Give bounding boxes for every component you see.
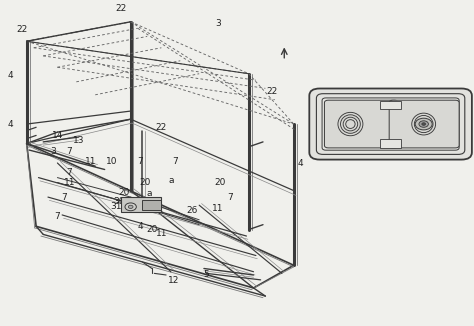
Text: 20: 20 [118,188,129,197]
Circle shape [419,121,428,127]
FancyBboxPatch shape [322,98,459,150]
Text: 4: 4 [7,120,13,128]
Bar [380,140,401,148]
Text: 11: 11 [212,204,224,213]
Text: 30: 30 [113,198,125,206]
Text: 22: 22 [16,25,27,35]
Text: 10: 10 [106,157,118,166]
Text: 30: 30 [409,94,420,103]
Text: 20: 20 [215,178,226,187]
Text: 4: 4 [7,71,13,80]
FancyBboxPatch shape [324,100,398,148]
Text: 11: 11 [85,157,96,166]
Text: 26: 26 [186,206,198,215]
Text: a: a [147,189,152,198]
Bar [143,200,161,210]
Text: 11: 11 [155,229,167,238]
Text: 13: 13 [73,136,84,145]
Text: 22: 22 [156,123,167,132]
Text: 7: 7 [66,168,72,177]
Text: 20: 20 [146,225,158,234]
Text: 7: 7 [173,157,178,166]
Text: 7: 7 [66,147,72,156]
Text: 20: 20 [371,92,382,101]
Text: 7: 7 [55,212,60,221]
Text: 22: 22 [267,87,278,96]
Text: 11: 11 [64,178,75,187]
Text: a: a [168,176,173,185]
FancyBboxPatch shape [389,100,459,148]
Text: 4: 4 [298,158,304,168]
Text: 20: 20 [139,178,151,187]
Circle shape [125,203,137,211]
Text: 5: 5 [203,271,209,279]
Text: 4: 4 [137,222,143,231]
Text: 31: 31 [340,95,351,104]
Text: 31: 31 [111,202,122,211]
Circle shape [422,123,426,125]
Circle shape [415,118,432,130]
Text: 7: 7 [137,157,143,166]
Bar [121,197,161,212]
Text: 7: 7 [62,193,67,201]
Text: 12: 12 [167,276,179,285]
Text: 14: 14 [52,131,63,140]
Text: 3: 3 [50,147,55,156]
Text: 3: 3 [215,19,221,28]
Text: 32: 32 [432,102,444,111]
Text: 7: 7 [227,193,233,201]
Text: 22: 22 [116,4,127,13]
FancyBboxPatch shape [317,94,465,155]
Bar [380,100,401,109]
FancyBboxPatch shape [310,88,472,160]
Circle shape [128,205,133,208]
